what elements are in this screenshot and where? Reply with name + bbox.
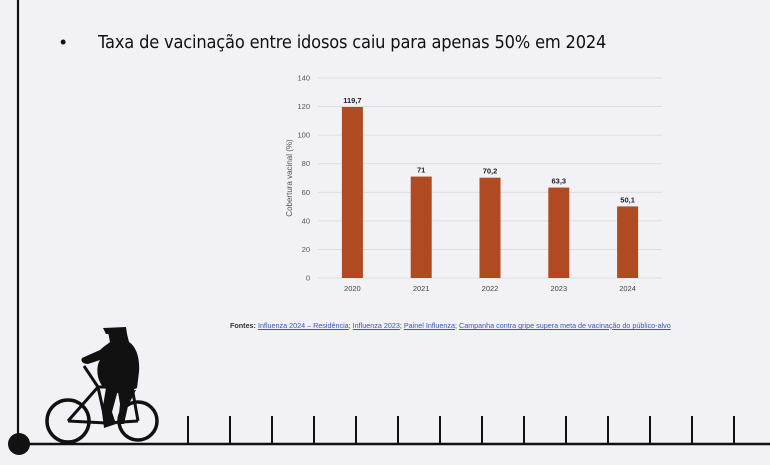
x-tick-label: 2022	[482, 284, 499, 293]
y-tick-label: 140	[297, 74, 310, 83]
data-label: 119,7	[343, 96, 361, 105]
source-link[interactable]: Painel Influenza	[403, 321, 455, 330]
y-axis-label: Cobertura vacinal (%)	[285, 139, 294, 217]
data-label: 50,1	[620, 195, 635, 204]
data-label: 63,3	[551, 177, 566, 186]
y-tick-label: 60	[302, 188, 310, 197]
x-tick-label: 2023	[550, 284, 567, 293]
cyclist-icon	[45, 327, 159, 444]
bar	[410, 176, 432, 278]
sources-links: Influenza 2024 – Residência; Influenza 2…	[257, 321, 671, 330]
bar	[548, 187, 570, 278]
timeline-knob	[8, 433, 30, 455]
sources-label: Fontes:	[230, 321, 256, 330]
y-tick-label: 100	[297, 131, 310, 140]
x-tick-label: 2024	[619, 284, 636, 293]
data-label: 71	[417, 166, 425, 175]
bar	[341, 107, 363, 278]
headline-row: • Taxa de vacinação entre idosos caiu pa…	[60, 32, 644, 53]
data-label: 70,2	[483, 167, 498, 176]
bullet-dot: •	[60, 32, 67, 52]
y-tick-label: 0	[306, 274, 310, 283]
y-tick-label: 80	[302, 159, 310, 168]
sources-line: Fontes: Influenza 2024 – Residência; Inf…	[230, 321, 671, 330]
bar	[617, 206, 639, 278]
headline: Taxa de vacinação entre idosos caiu para…	[98, 32, 607, 53]
bar	[479, 177, 501, 278]
y-tick-label: 120	[297, 102, 310, 111]
y-tick-label: 20	[302, 245, 310, 254]
y-tick-label: 40	[302, 216, 310, 225]
bar-chart: 0 20 40 60 80 100 120 140 Cobertura vacinal (%) 1…	[285, 74, 662, 293]
x-tick-label: 2020	[344, 284, 361, 293]
timeline-ticks	[187, 416, 735, 444]
x-tick-label: 2021	[413, 284, 430, 293]
source-link[interactable]: Influenza 2023	[352, 321, 400, 330]
source-link[interactable]: Campanha contra gripe supera meta de vac…	[459, 321, 671, 330]
source-link[interactable]: Influenza 2024 – Residência	[257, 321, 349, 330]
